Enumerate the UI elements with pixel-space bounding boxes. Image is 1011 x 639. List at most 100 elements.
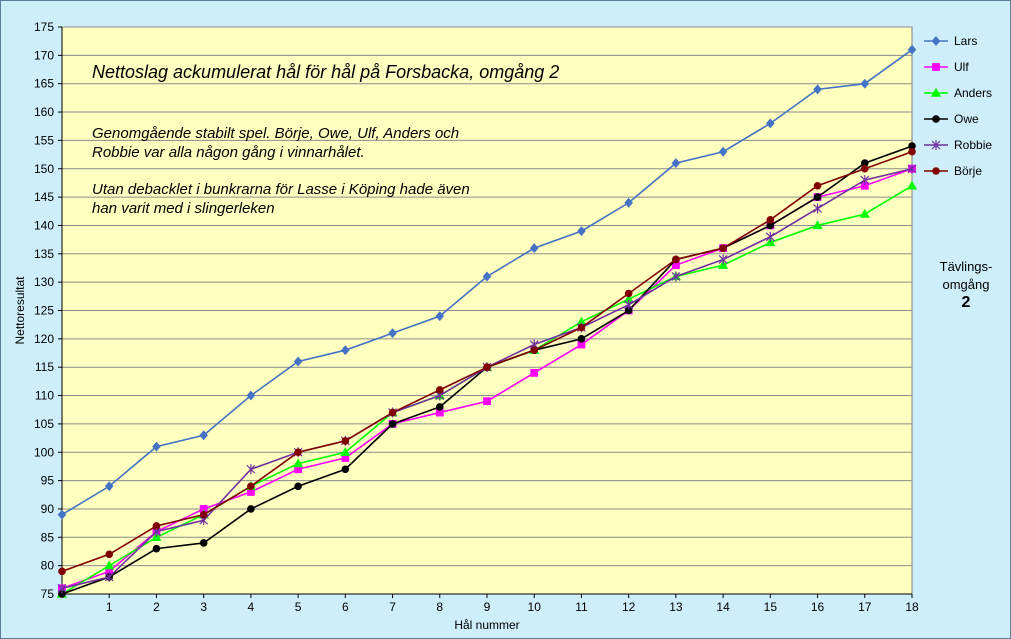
- round-label-line-1: Tävlings-: [939, 259, 993, 274]
- annotation-line-3: Utan debacklet i bunkrarna för Lasse i K…: [92, 181, 470, 198]
- data-point-lars: [860, 78, 870, 89]
- data-point-borje: [58, 567, 66, 576]
- y-tick-label: 85: [41, 530, 55, 544]
- data-point-anders: [859, 208, 870, 218]
- data-point-borje: [530, 346, 539, 354]
- data-point-robbie: [671, 271, 681, 282]
- y-tick-label: 90: [41, 502, 55, 516]
- legend-entry: Lars: [924, 34, 977, 48]
- x-tick-label: 3: [200, 600, 207, 614]
- data-point-lars: [57, 509, 67, 520]
- data-point-lars: [246, 390, 256, 401]
- x-axis-ticks: 1 2 3 4 5 6 7 8 9 10 11 12 13 14 15 16 17 18: [61, 27, 919, 614]
- legend-label: Robbie: [954, 138, 992, 152]
- legend-entry: Ulf: [924, 60, 969, 74]
- data-point-borje: [624, 289, 633, 298]
- data-point-owe: [152, 544, 161, 553]
- data-point-borje: [719, 244, 727, 252]
- x-tick-label: 9: [484, 600, 491, 614]
- data-point-anders: [104, 560, 115, 570]
- legend-marker: [932, 63, 940, 71]
- x-tick-label: 15: [764, 600, 778, 614]
- data-point-ulf: [483, 397, 491, 406]
- y-tick-label: 160: [34, 105, 54, 119]
- data-point-lars: [482, 271, 492, 282]
- data-point-lars: [766, 118, 775, 129]
- data-point-robbie: [860, 175, 870, 186]
- y-tick-label: 135: [34, 247, 54, 261]
- legend-entry: Owe: [924, 112, 979, 126]
- y-axis-ticks: 75 80 85 90 95 100 105 110 115 120 125 130 135 140 145…: [34, 20, 62, 601]
- y-tick-label: 115: [35, 360, 54, 374]
- x-tick-label: 12: [622, 600, 636, 614]
- data-point-borje: [105, 550, 114, 559]
- y-tick-label: 120: [34, 332, 54, 346]
- series-layer: [56, 44, 918, 598]
- legend-marker: [931, 140, 941, 150]
- data-point-lars: [813, 84, 822, 95]
- data-point-robbie: [246, 464, 256, 475]
- x-tick-label: 18: [905, 600, 919, 614]
- annotation-line-1: Genomgående stabilt spel. Börje, Owe, Ul…: [92, 125, 460, 142]
- round-number: 2: [961, 294, 971, 311]
- data-point-borje: [766, 215, 775, 224]
- x-tick-label: 8: [436, 600, 443, 614]
- x-axis-title: Hål nummer: [454, 618, 519, 632]
- data-point-borje: [435, 386, 444, 394]
- legend-label: Börje: [954, 164, 982, 178]
- data-point-lars: [577, 226, 586, 237]
- data-point-robbie: [907, 163, 917, 174]
- x-tick-label: 7: [389, 600, 396, 614]
- data-point-anders: [718, 259, 729, 269]
- data-point-lars: [907, 44, 917, 55]
- y-tick-label: 130: [34, 275, 54, 289]
- x-tick-label: 13: [669, 600, 683, 614]
- data-point-borje: [247, 482, 255, 491]
- data-point-lars: [671, 158, 681, 169]
- data-point-lars: [199, 430, 208, 441]
- x-tick-label: 17: [858, 600, 872, 614]
- data-point-robbie: [57, 583, 67, 594]
- y-tick-label: 110: [35, 389, 54, 403]
- data-point-lars: [152, 441, 161, 452]
- y-tick-label: 165: [34, 77, 54, 91]
- y-tick-label: 150: [34, 162, 54, 176]
- data-point-owe: [294, 482, 302, 491]
- x-tick-label: 2: [153, 600, 160, 614]
- legend-label: Ulf: [954, 60, 969, 74]
- data-point-owe: [341, 465, 350, 474]
- data-point-lars: [435, 311, 445, 322]
- data-point-owe: [435, 403, 444, 411]
- data-point-borje: [908, 147, 916, 156]
- data-point-anders: [812, 220, 823, 230]
- legend-marker: [930, 87, 942, 97]
- data-point-anders: [340, 447, 351, 456]
- data-point-anders: [293, 458, 304, 468]
- legend-entry: Anders: [924, 86, 992, 100]
- y-tick-label: 145: [34, 190, 54, 204]
- y-tick-label: 95: [41, 474, 55, 488]
- gridlines: [62, 26, 912, 595]
- legend-box: [918, 27, 1006, 189]
- round-label: Tävlings- omgång 2: [918, 258, 1011, 312]
- data-point-borje: [483, 363, 491, 372]
- y-axis-title: Nettoresultat: [13, 276, 27, 345]
- annotation-line-2: Robbie var alla någon gång i vinnarhålet…: [92, 144, 365, 161]
- data-point-anders: [151, 532, 162, 541]
- x-tick-label: 11: [575, 600, 588, 614]
- y-tick-label: 175: [34, 20, 54, 34]
- data-point-lars: [529, 243, 539, 254]
- legend-label: Anders: [954, 86, 992, 100]
- x-tick-label: 10: [528, 600, 542, 614]
- data-point-lars: [293, 356, 303, 367]
- data-point-borje: [341, 437, 350, 445]
- x-tick-label: 16: [811, 600, 825, 614]
- data-point-owe: [813, 193, 822, 201]
- data-point-borje: [813, 181, 822, 190]
- legend-marker: [932, 115, 940, 123]
- data-point-borje: [152, 522, 161, 530]
- x-tick-label: 14: [716, 600, 730, 614]
- y-tick-label: 75: [41, 587, 55, 601]
- legend-label: Owe: [954, 112, 979, 126]
